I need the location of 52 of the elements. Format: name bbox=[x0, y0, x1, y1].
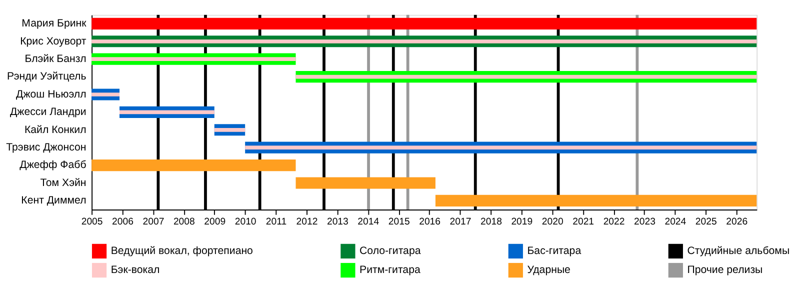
y-tick-label: Том Хэйн bbox=[40, 176, 86, 189]
x-tick-label: 2015 bbox=[388, 216, 410, 228]
bar bbox=[245, 146, 757, 150]
bar bbox=[296, 74, 757, 79]
bar bbox=[120, 110, 214, 114]
bar bbox=[92, 160, 296, 172]
y-tick-label: Блэйк Банзл bbox=[24, 52, 86, 65]
legend-label: Студийные альбомы bbox=[687, 245, 790, 258]
x-tick-label: 2021 bbox=[572, 216, 594, 228]
y-tick-label: Мария Бринк bbox=[22, 18, 87, 30]
legend-label: Бас-гитара bbox=[527, 245, 582, 258]
x-tick-label: 2019 bbox=[511, 216, 533, 228]
y-tick-label: Рэнди Уэйтцель bbox=[7, 70, 87, 83]
x-tick-label: 2017 bbox=[450, 216, 472, 228]
legend-label: Прочие релизы bbox=[687, 264, 763, 276]
legend-label: Бэк-вокал bbox=[110, 264, 160, 276]
x-tick-label: 2023 bbox=[634, 216, 656, 228]
bar bbox=[214, 128, 246, 132]
x-tick-label: 2025 bbox=[695, 216, 717, 228]
x-tick-label: 2012 bbox=[296, 216, 318, 228]
bar bbox=[296, 177, 436, 189]
x-tick-label: 2006 bbox=[112, 216, 134, 228]
y-tick-label: Джесси Ландри bbox=[10, 106, 86, 118]
bar bbox=[92, 92, 120, 96]
y-tick-label: Джефф Фабб bbox=[20, 159, 86, 172]
x-tick-label: 2020 bbox=[542, 216, 564, 228]
legend-label: Соло-гитара bbox=[360, 245, 421, 258]
x-tick-label: 2013 bbox=[326, 216, 348, 228]
y-tick-label: Джош Ньюэлл bbox=[16, 88, 86, 100]
bar bbox=[92, 18, 757, 30]
x-tick-label: 2026 bbox=[726, 216, 748, 228]
legend-label: Ударные bbox=[527, 264, 571, 276]
x-tick-label: 2010 bbox=[234, 216, 256, 228]
x-tick-label: 2011 bbox=[266, 216, 287, 228]
y-tick-label: Трэвис Джонсон bbox=[6, 141, 86, 154]
x-tick-label: 2016 bbox=[419, 216, 441, 228]
x-tick-label: 2008 bbox=[173, 216, 195, 228]
y-tick-label: Кент Диммел bbox=[21, 194, 86, 207]
x-tick-label: 2014 bbox=[358, 216, 380, 228]
x-tick-label: 2007 bbox=[142, 216, 164, 228]
x-tick-label: 2009 bbox=[204, 216, 226, 228]
bar bbox=[435, 194, 757, 206]
y-tick-label: Крис Хоуворт bbox=[20, 35, 86, 48]
legend-label: Ведущий вокал, фортепиано bbox=[110, 245, 254, 258]
x-tick-label: 2024 bbox=[664, 216, 687, 228]
legend-label: Ритм-гитара bbox=[360, 264, 420, 276]
y-tick-label: Кайл Конкил bbox=[24, 124, 86, 136]
x-tick-label: 2022 bbox=[603, 216, 625, 228]
bar bbox=[92, 39, 757, 44]
x-tick-label: 2005 bbox=[81, 216, 103, 228]
x-tick-label: 2018 bbox=[480, 216, 502, 228]
bar bbox=[92, 57, 296, 62]
